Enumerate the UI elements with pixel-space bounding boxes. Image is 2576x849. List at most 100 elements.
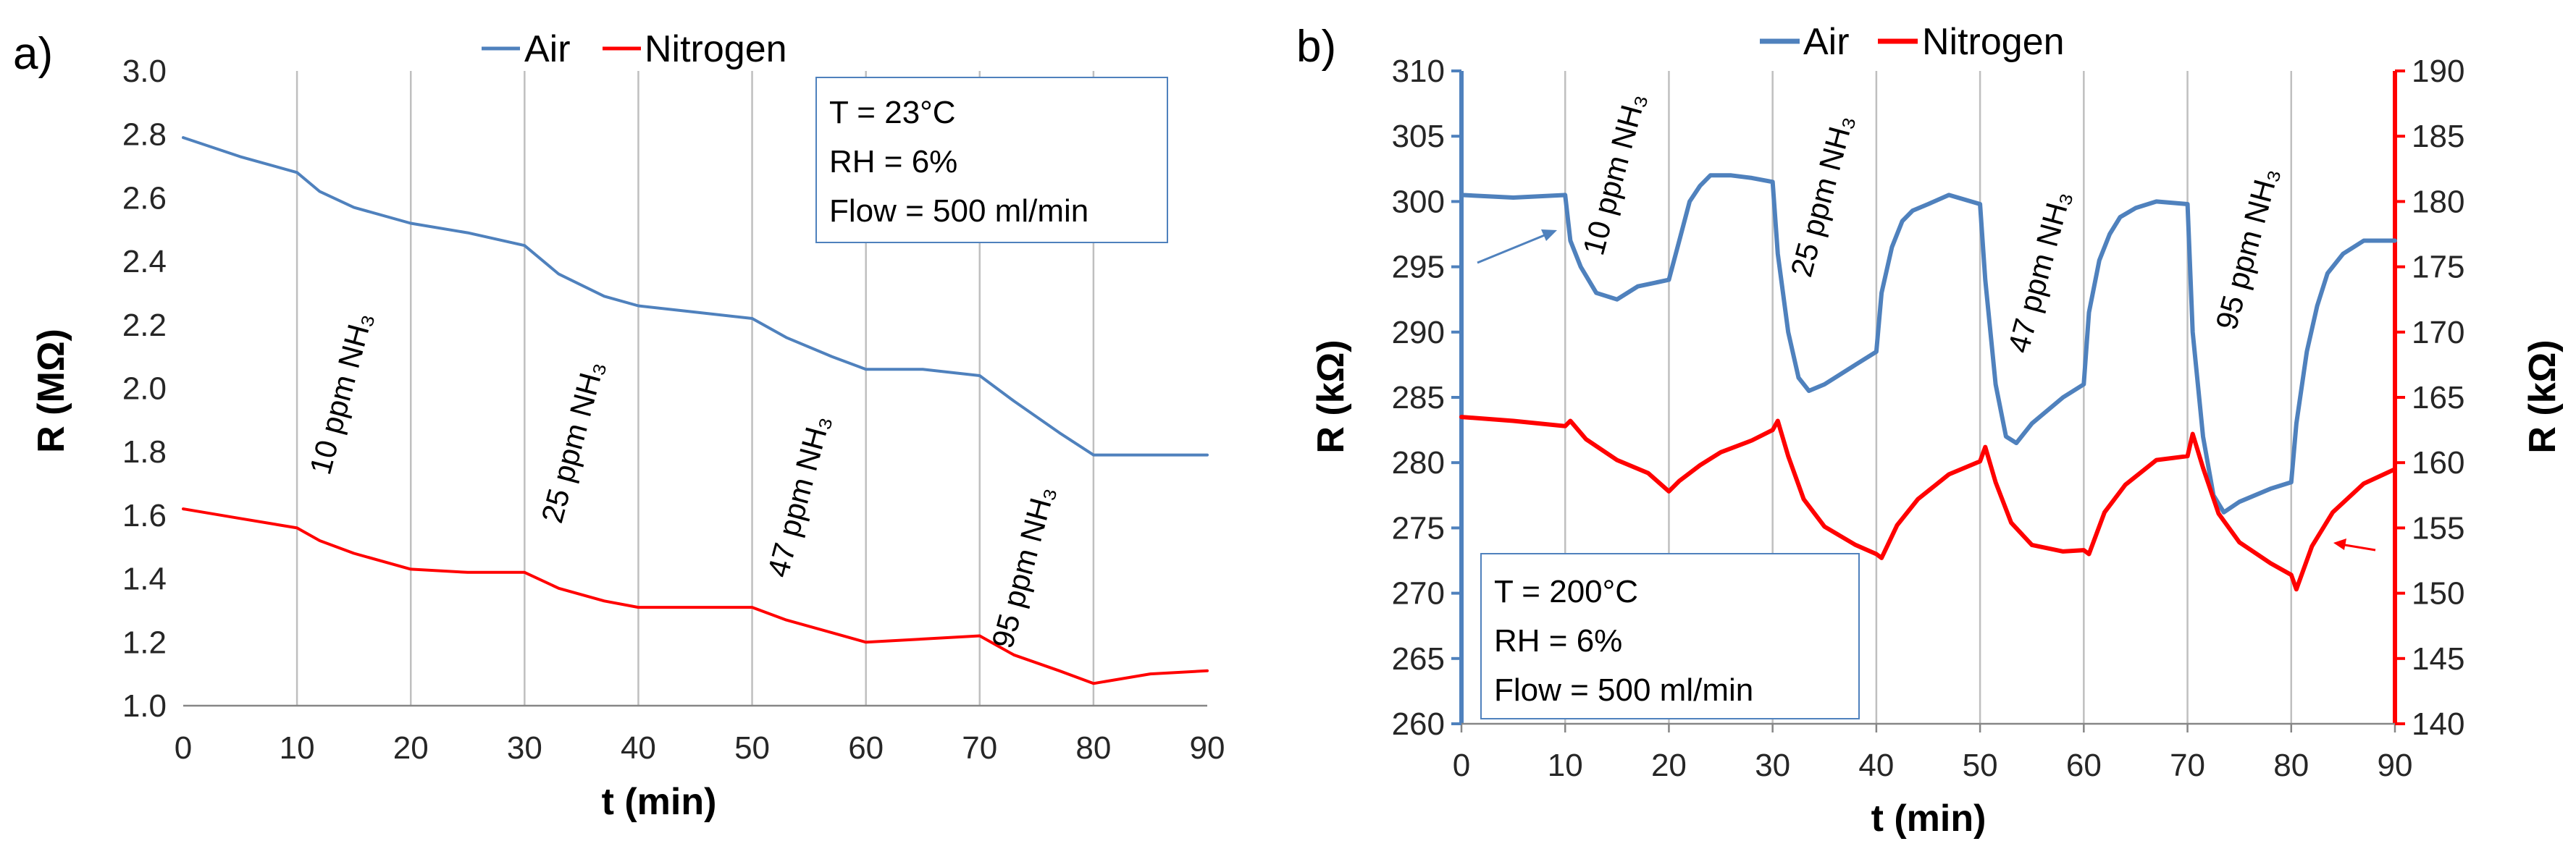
x-tick-label: 80 [2273, 748, 2309, 783]
panel-a-conditions-frame [815, 77, 1168, 243]
panel-b-right-y-tick-labels: 140 145 150 155 160 165 170 175 180 185 190 [2395, 54, 2464, 742]
x-tick-label: 60 [2066, 748, 2102, 783]
y2-tick-label: 165 [2412, 380, 2464, 415]
panel-a-x-axis-title: t (min) [602, 781, 717, 823]
panel-a-y-tick-labels: 1.0 1.2 1.4 1.6 1.8 2.0 2.2 2.4 2.6 2.8 3.0 [122, 54, 167, 724]
x-tick-label: 40 [621, 730, 656, 766]
x-tick-label: 70 [2170, 748, 2205, 783]
panel-b-annotation-95ppm: 95 ppm NH₃ [2209, 164, 2285, 333]
panel-b-y2-axis-title: R (kΩ) [2522, 339, 2564, 453]
panel-a-annotation-25ppm: 25 ppm NH₃ [534, 357, 611, 526]
x-tick-label: 0 [1453, 748, 1470, 783]
legend-nitrogen-label-b: Nitrogen [1922, 21, 2065, 63]
panel-b-y-axis-title: R (kΩ) [1310, 339, 1352, 453]
legend-nitrogen-label: Nitrogen [645, 28, 787, 70]
y-tick-label: 2.4 [122, 244, 167, 279]
panel-b-nitrogen-arrow [2340, 543, 2376, 552]
panel-a-condition-temperature: T = 23°C [829, 95, 956, 130]
x-tick-label: 10 [280, 730, 315, 766]
y-tick-label: 1.2 [122, 625, 167, 660]
x-tick-label: 50 [1963, 748, 1998, 783]
x-tick-label: 0 [175, 730, 192, 766]
y-tick-label: 300 [1392, 184, 1445, 219]
panel-b: b) Air Nitrogen 260 265 270 275 280 285 290 295… [1296, 21, 2564, 840]
y-tick-label: 285 [1392, 380, 1445, 415]
panel-b-legend: Air Nitrogen [1760, 21, 2065, 63]
panel-a-condition-rh: RH = 6% [829, 144, 957, 179]
x-tick-label: 90 [2378, 748, 2413, 783]
panel-a-annotations: 10 ppm NH₃ 25 ppm NH₃ 47 ppm NH₃ 95 ppm … [303, 308, 1061, 651]
panel-b-annotation-25ppm: 25 ppm NH₃ [1784, 111, 1860, 280]
panel-b-condition-temperature: T = 200°C [1494, 574, 1638, 609]
panel-a-y-axis-title: R (MΩ) [30, 329, 72, 453]
y-tick-label: 3.0 [122, 54, 167, 89]
panel-b-arrows [1477, 229, 2376, 552]
panel-a-label: a) [13, 29, 53, 79]
legend-air-label: Air [524, 28, 571, 70]
y-tick-label: 305 [1392, 119, 1445, 154]
y-tick-label: 310 [1392, 54, 1445, 89]
panel-b-conditions-frame [1480, 553, 1860, 719]
panel-b-air-arrow [1477, 232, 1551, 264]
panel-b-conditions-box: T = 200°C RH = 6% Flow = 500 ml/min [1480, 553, 1860, 719]
panel-b-air-arrowhead [1541, 229, 1557, 241]
x-tick-label: 90 [1190, 730, 1225, 766]
y2-tick-label: 190 [2412, 54, 2464, 89]
series-line-air [182, 136, 1209, 457]
y2-tick-label: 185 [2412, 119, 2464, 154]
y-tick-label: 2.8 [122, 117, 167, 153]
x-tick-label: 30 [1755, 748, 1790, 783]
y-tick-label: 2.2 [122, 308, 167, 343]
y-tick-label: 295 [1392, 250, 1445, 285]
y2-tick-label: 145 [2412, 641, 2464, 677]
panel-b-x-tick-labels: 0 10 20 30 40 50 60 70 80 90 [1453, 748, 2413, 783]
panel-b-left-y-tick-labels: 260 265 270 275 280 285 290 295 300 305 310 [1392, 54, 1445, 742]
x-tick-label: 70 [962, 730, 997, 766]
panel-b-annotation-47ppm: 47 ppm NH₃ [2001, 187, 2077, 356]
panel-b-x-axis-title: t (min) [1871, 798, 1986, 840]
y-tick-label: 270 [1392, 576, 1445, 612]
y-tick-label: 1.8 [122, 434, 167, 470]
y2-tick-label: 175 [2412, 250, 2464, 285]
x-tick-label: 10 [1548, 748, 1583, 783]
series-line-nitrogen [1459, 415, 2397, 592]
y-tick-label: 280 [1392, 445, 1445, 481]
panel-a-annotation-10ppm: 10 ppm NH₃ [303, 308, 379, 478]
x-tick-label: 50 [734, 730, 770, 766]
panel-b-series [1459, 173, 2397, 592]
x-tick-label: 60 [848, 730, 884, 766]
series-line-nitrogen [182, 507, 1209, 685]
panel-b-condition-rh: RH = 6% [1494, 623, 1622, 659]
y2-tick-label: 150 [2412, 576, 2464, 612]
panel-a-gridlines [295, 71, 1095, 706]
panel-a-x-tick-labels: 0 10 20 30 40 50 60 70 80 90 [175, 730, 1225, 766]
x-tick-label: 20 [393, 730, 429, 766]
y2-tick-label: 160 [2412, 445, 2464, 481]
panel-b-label: b) [1296, 22, 1336, 72]
y2-tick-label: 155 [2412, 510, 2464, 546]
x-tick-label: 40 [1858, 748, 1894, 783]
panel-a-legend: Air Nitrogen [482, 28, 787, 70]
panel-b-nitrogen-arrowhead [2333, 538, 2346, 550]
panel-a-annotation-47ppm: 47 ppm NH₃ [760, 411, 836, 580]
y-tick-label: 1.4 [122, 562, 167, 597]
y-tick-label: 2.6 [122, 180, 167, 216]
y-tick-label: 260 [1392, 706, 1445, 742]
legend-air-label-b: Air [1803, 21, 1850, 63]
panel-b-annotation-10ppm: 10 ppm NH₃ [1576, 89, 1652, 258]
x-tick-label: 20 [1651, 748, 1687, 783]
y2-tick-label: 170 [2412, 315, 2464, 350]
y2-tick-label: 180 [2412, 184, 2464, 219]
panel-a: a) Air Nitrogen 1.0 1.2 1.4 1.6 1.8 2.0 2.2 2.4… [13, 28, 1225, 823]
x-tick-label: 30 [507, 730, 542, 766]
panel-b-condition-flow: Flow = 500 ml/min [1494, 672, 1753, 708]
panel-a-conditions-box: T = 23°C RH = 6% Flow = 500 ml/min [815, 77, 1168, 243]
panel-a-condition-flow: Flow = 500 ml/min [829, 193, 1088, 229]
y-tick-label: 2.0 [122, 371, 167, 407]
panel-a-series [182, 136, 1209, 685]
y2-tick-label: 140 [2412, 706, 2464, 742]
y-tick-label: 275 [1392, 510, 1445, 546]
x-tick-label: 80 [1075, 730, 1111, 766]
y-tick-label: 1.0 [122, 688, 167, 724]
